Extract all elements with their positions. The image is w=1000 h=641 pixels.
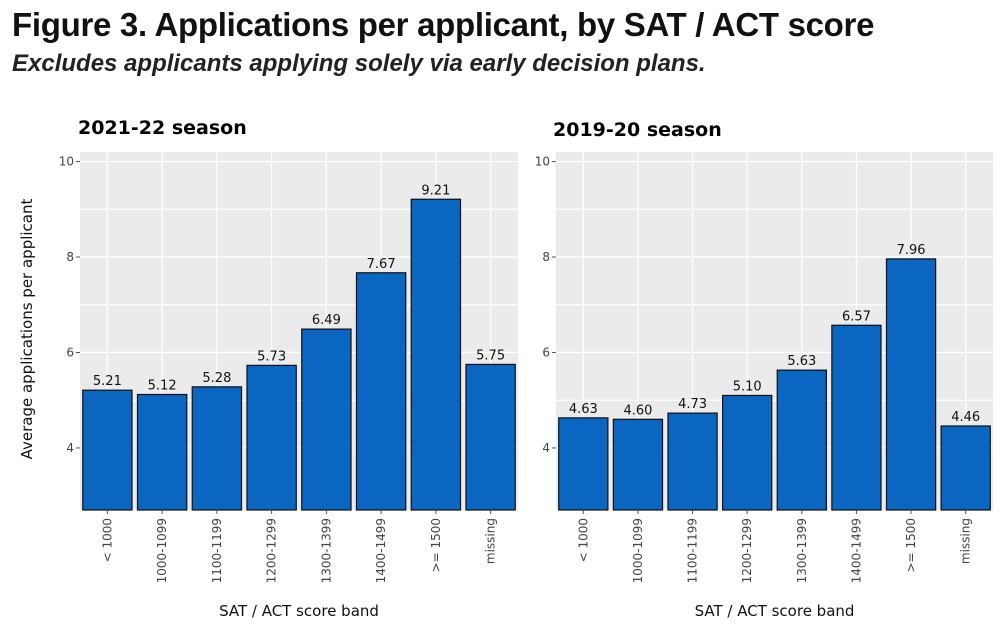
y-tick-label: 6	[542, 345, 550, 359]
bar	[136, 393, 188, 511]
data-label: 4.73	[678, 397, 707, 412]
chart-panel-2: 4.63 < 1000 4.60 1000-1099 4.73 1100-1199 5.10…	[535, 119, 993, 620]
y-tick-label: 4	[542, 441, 550, 455]
x-axis-label: SAT / ACT score band	[695, 602, 855, 620]
bar	[246, 364, 297, 511]
y-tick-label: 6	[66, 345, 74, 359]
x-tick-label: 1200-1299	[740, 518, 754, 583]
data-label: 5.21	[93, 374, 122, 389]
y-tick-label: 8	[542, 250, 550, 264]
data-label: 5.12	[148, 378, 177, 393]
y-tick-label: 8	[66, 250, 74, 264]
bar	[667, 412, 718, 511]
panel-title: 2021-22 season	[78, 117, 247, 139]
figure-subtitle: Excludes applicants applying solely via …	[12, 50, 706, 77]
data-label: 4.46	[951, 410, 980, 425]
data-label: 9.21	[421, 183, 450, 198]
x-tick-label: >= 1500	[904, 518, 918, 572]
bar	[722, 394, 773, 511]
data-label: 7.96	[897, 243, 926, 258]
bar	[776, 369, 827, 511]
x-tick-label: 1100-1199	[210, 518, 224, 583]
data-label: 5.73	[257, 349, 286, 364]
y-tick-label: 10	[59, 155, 74, 169]
x-tick-label: < 1000	[576, 518, 590, 562]
y-tick-label: 10	[535, 155, 550, 169]
bar	[301, 328, 352, 511]
figure-title: Figure 3. Applications per applicant, by…	[12, 6, 875, 43]
x-axis-label: SAT / ACT score band	[219, 602, 379, 620]
bar	[885, 258, 937, 511]
x-tick-label: 1200-1299	[265, 518, 279, 583]
bar	[558, 417, 609, 511]
data-label: 4.60	[623, 403, 652, 418]
data-label: 6.57	[842, 309, 871, 324]
bar	[410, 198, 462, 511]
y-axis-label: Average applications per applicant	[18, 199, 36, 460]
x-tick-label: 1300-1399	[795, 518, 809, 583]
x-tick-label: < 1000	[100, 518, 114, 562]
x-tick-label: missing	[959, 518, 973, 564]
y-tick-label: 4	[66, 441, 74, 455]
bar	[82, 389, 133, 511]
x-tick-label: 1300-1399	[319, 518, 333, 583]
bar	[465, 363, 516, 511]
data-label: 5.63	[787, 354, 816, 369]
x-tick-label: >= 1500	[429, 518, 443, 572]
chart-panel-1: 5.21 < 1000 5.12 1000-1099 5.28 1100-1199 5.73…	[18, 117, 518, 620]
data-label: 7.67	[367, 257, 396, 272]
data-label: 5.28	[202, 371, 231, 386]
x-tick-label: 1000-1099	[631, 518, 645, 583]
x-tick-label: 1000-1099	[155, 518, 169, 583]
data-label: 6.49	[312, 313, 341, 328]
bar	[831, 324, 882, 511]
data-label: 4.63	[569, 402, 598, 417]
data-label: 5.10	[733, 379, 762, 394]
x-tick-label: missing	[484, 518, 498, 564]
bar	[612, 418, 664, 511]
data-label: 5.75	[476, 348, 505, 363]
bar	[355, 272, 407, 511]
panel-title: 2019-20 season	[553, 119, 722, 141]
bar	[940, 425, 991, 511]
x-tick-label: 1100-1199	[686, 518, 700, 583]
bar	[191, 386, 243, 511]
x-tick-label: 1400-1499	[374, 518, 388, 583]
x-tick-label: 1400-1499	[849, 518, 863, 583]
